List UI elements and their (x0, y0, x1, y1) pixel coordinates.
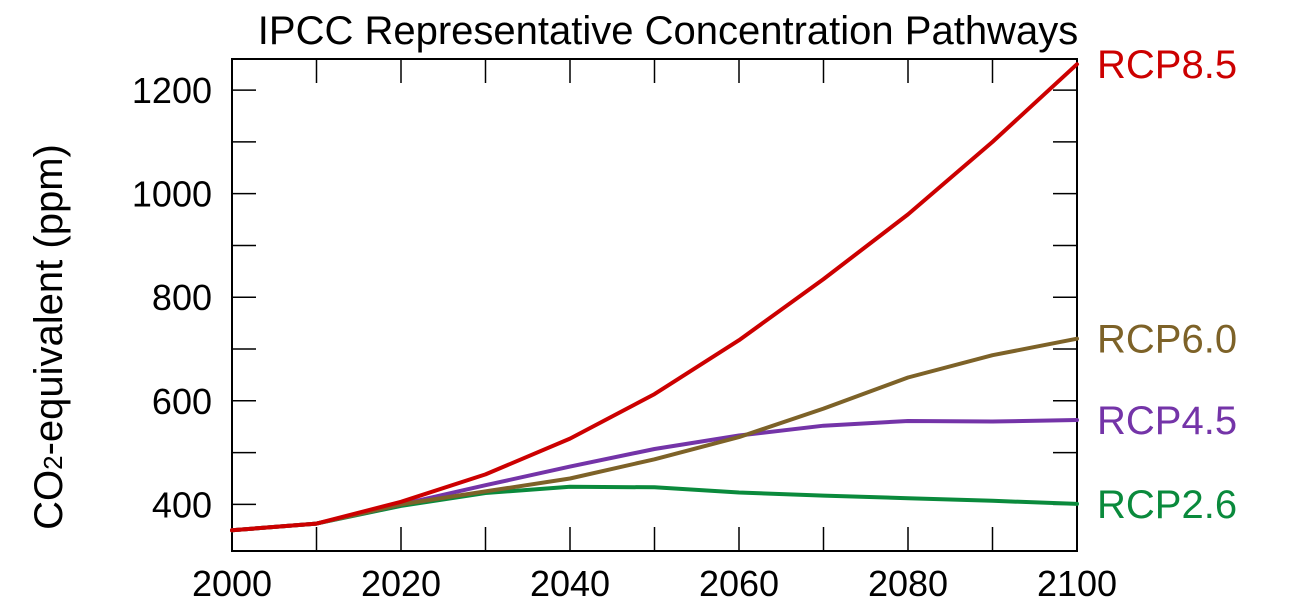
series-label-rcp2-6: RCP2.6 (1097, 483, 1237, 527)
x-tick-label-2020: 2020 (361, 563, 441, 600)
x-tick-label-2000: 2000 (192, 563, 272, 600)
series-label-rcp4-5: RCP4.5 (1097, 399, 1237, 443)
y-axis-label-rest: -equivalent (ppm) (27, 144, 71, 455)
y-tick-label-400: 400 (152, 484, 212, 525)
y-axis-label-main: CO (27, 470, 71, 530)
plot-frame (231, 58, 1078, 552)
series-label-rcp8-5: RCP8.5 (1097, 43, 1237, 87)
y-tick-label-800: 800 (152, 277, 212, 318)
series-lines (230, 62, 1079, 533)
y-axis-label-subscript: 2 (38, 455, 68, 469)
y-axis-label: CO2-equivalent (ppm) (27, 144, 71, 530)
axes: 2000 2020 2040 2060 2080 2100 400 600 800 1000 120… (132, 58, 1117, 604)
series-line-rcp8-5 (230, 62, 1079, 533)
y-tick-label-1200: 1200 (132, 70, 212, 111)
chart-title: IPCC Representative Concentration Pathwa… (258, 9, 1078, 53)
series-labels: RCP8.5 RCP6.0 RCP4.5 RCP2.6 (1097, 43, 1237, 527)
x-tick-label-2100: 2100 (1037, 563, 1117, 600)
y-tick-label-600: 600 (152, 381, 212, 422)
x-tick-label-2060: 2060 (699, 563, 779, 600)
series-label-rcp6-0: RCP6.0 (1097, 318, 1237, 362)
series-line-rcp6-0 (230, 336, 1079, 533)
x-tick-label-2040: 2040 (530, 563, 610, 600)
x-tick-label-2080: 2080 (868, 563, 948, 600)
y-tick-label-1000: 1000 (132, 174, 212, 215)
series-line-rcp2-6 (230, 484, 1079, 533)
